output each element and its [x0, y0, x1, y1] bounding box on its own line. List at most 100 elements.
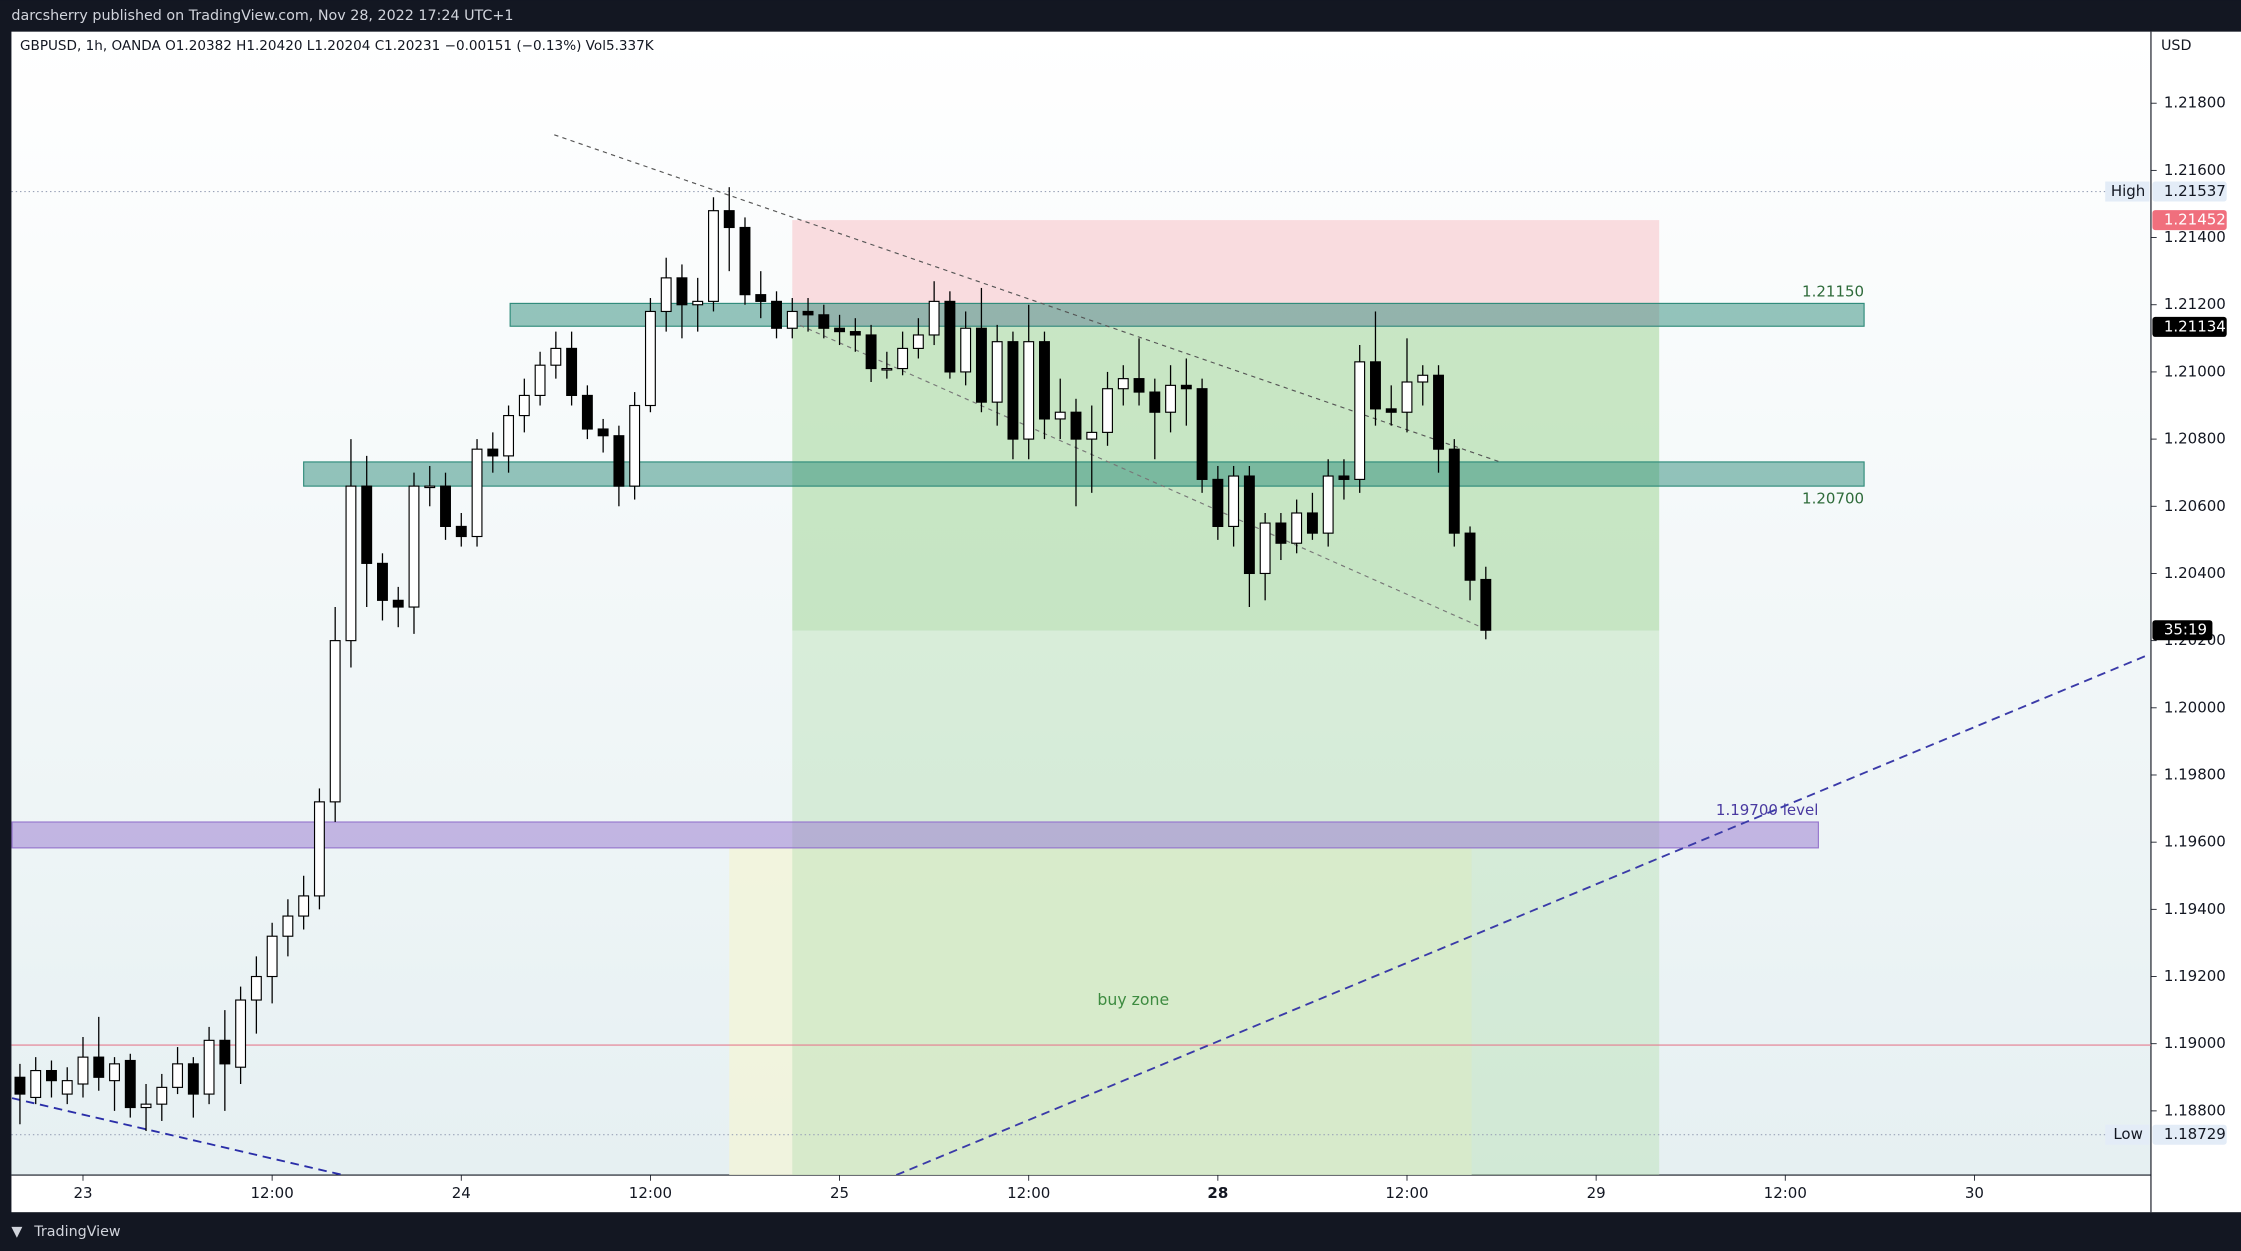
- candle-body: [881, 367, 893, 371]
- candle-body: [93, 1056, 105, 1078]
- candle-body: [313, 801, 325, 897]
- candle-body: [61, 1080, 73, 1095]
- candle-body: [865, 334, 877, 370]
- target-extension: [792, 630, 1660, 1176]
- candle-body: [266, 935, 278, 978]
- candle-body: [944, 300, 956, 373]
- price-tag: [2152, 181, 2227, 202]
- candle-body: [392, 599, 404, 608]
- candle-body: [1212, 478, 1224, 528]
- x-tick-label: 12:00: [1764, 1184, 1807, 1202]
- x-tick-label: 23: [73, 1184, 92, 1202]
- y-tick-label: 1.21600: [2164, 161, 2226, 179]
- candle-body: [834, 327, 846, 333]
- buy-zone-label: buy zone: [1097, 990, 1169, 1009]
- candle-body: [408, 485, 420, 608]
- zone: [11, 821, 1819, 849]
- candle-body: [629, 404, 641, 487]
- candle-body: [1228, 475, 1240, 528]
- candle-body: [1338, 475, 1350, 480]
- candle-body: [203, 1039, 215, 1095]
- zone-label: 1.20700: [1802, 489, 1864, 507]
- x-tick-label: 28: [1207, 1184, 1228, 1202]
- candle-body: [1149, 391, 1161, 413]
- x-tick-label: 29: [1587, 1184, 1606, 1202]
- candle-body: [77, 1056, 89, 1085]
- candle-body: [771, 300, 782, 329]
- price-tag: [2152, 316, 2227, 337]
- price-tag-name: High: [2111, 182, 2145, 200]
- candle-body: [534, 364, 546, 397]
- candle-body: [345, 485, 357, 642]
- candle-body: [1086, 431, 1098, 440]
- candle-body: [723, 210, 735, 229]
- candle-body: [1023, 341, 1035, 440]
- candle-body: [818, 314, 830, 329]
- x-tick-label: 30: [1965, 1184, 1984, 1202]
- candle-body: [1259, 522, 1271, 575]
- y-tick-label: 1.21000: [2164, 362, 2226, 380]
- candle-body: [298, 895, 310, 917]
- candle-body: [187, 1063, 199, 1095]
- price-tag-label: 1.18729: [2164, 1125, 2226, 1143]
- candle-body: [1401, 381, 1413, 413]
- y-tick-label: 1.19200: [2164, 967, 2226, 985]
- price-tag: [2152, 1124, 2227, 1145]
- zone-label: 1.21150: [1802, 282, 1864, 300]
- candle-body: [1291, 512, 1303, 544]
- x-tick-label: 24: [452, 1184, 471, 1202]
- candle-body: [361, 485, 373, 564]
- footer-brand: TradingView: [33, 1224, 121, 1240]
- candle-body: [1133, 378, 1145, 393]
- candle-body: [566, 347, 578, 397]
- candle-body: [1039, 341, 1050, 420]
- countdown: 35:19: [2164, 621, 2207, 639]
- y-tick-label: 1.19600: [2164, 833, 2226, 851]
- zone-label: 1.19700 level: [1716, 801, 1818, 819]
- candle-body: [613, 435, 625, 487]
- price-tag-name-bg: [2105, 181, 2150, 202]
- candle-body: [1102, 388, 1113, 433]
- y-tick-label: 1.18800: [2164, 1101, 2226, 1119]
- candle-body: [897, 347, 909, 370]
- trend-line: [895, 654, 2149, 1176]
- footer-logo: ▼: [11, 1224, 22, 1240]
- candle-body: [1117, 378, 1129, 390]
- candle-body: [1480, 578, 1492, 631]
- y-tick-label: 1.21400: [2164, 228, 2226, 246]
- candle-body: [282, 915, 294, 937]
- candle-body: [156, 1086, 168, 1105]
- candle-body: [1417, 374, 1429, 383]
- x-tick-label: 12:00: [1007, 1184, 1050, 1202]
- candle-body: [1306, 512, 1318, 534]
- price-tag-name: Low: [2113, 1125, 2143, 1143]
- candle-body: [250, 975, 262, 1001]
- candle-body: [991, 341, 1003, 403]
- y-tick-label: 1.20400: [2164, 564, 2226, 582]
- candle-body: [46, 1069, 57, 1082]
- buy-zone: [729, 847, 1472, 1176]
- zone: [303, 461, 1865, 487]
- trend-line: [554, 134, 1501, 463]
- publish-header: darcsherry published on TradingView.com,…: [11, 8, 513, 24]
- candle-body: [1370, 361, 1381, 410]
- candle-body: [1448, 448, 1460, 534]
- candle-body: [455, 525, 467, 538]
- candle-body: [975, 327, 987, 403]
- candle-body: [755, 294, 767, 302]
- x-tick-label: 12:00: [1385, 1184, 1428, 1202]
- candle-body: [802, 310, 814, 316]
- y-tick-label: 1.19000: [2164, 1034, 2226, 1052]
- x-tick-label: 12:00: [251, 1184, 294, 1202]
- y-tick-label: 1.21200: [2164, 295, 2226, 313]
- plot-layer: buy zone 1.21150 1.20700 1.19700 level: [11, 134, 2151, 1176]
- candle-body: [597, 428, 609, 437]
- price-tag-label: 1.21452: [2164, 211, 2226, 229]
- price-tag-name-bg: [2105, 1124, 2150, 1145]
- candle-body: [1322, 475, 1334, 534]
- candle-body: [219, 1039, 231, 1065]
- candle-body: [708, 210, 719, 302]
- candle-body: [928, 300, 940, 336]
